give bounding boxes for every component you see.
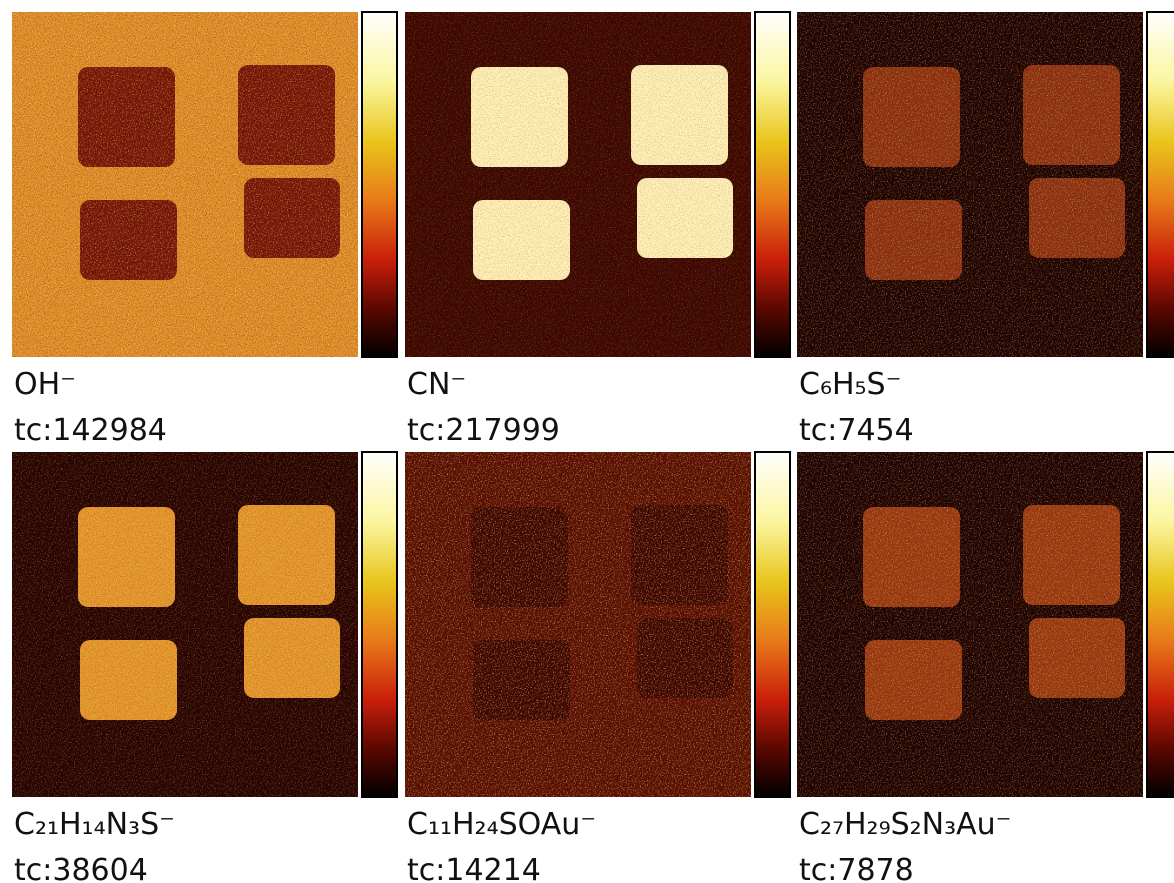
image-dark-speckle	[405, 452, 751, 797]
colorbar	[755, 452, 790, 797]
panel: C₆H₅S⁻ tc:7454	[797, 12, 1174, 448]
colorbar	[362, 452, 397, 797]
image-dark-speckle	[797, 12, 1143, 357]
total-counts: tc:217999	[407, 413, 560, 448]
panel-label: C₁₁H₂₄SOAu⁻	[407, 807, 596, 842]
colorbar	[755, 12, 790, 357]
total-counts: tc:142984	[14, 413, 167, 448]
colorbar	[1147, 12, 1174, 357]
image-dark-speckle	[405, 12, 751, 357]
image-dark-speckle	[12, 452, 358, 797]
panel-label: C₂₇H₂₉S₂N₃Au⁻	[799, 807, 1012, 842]
total-counts: tc:38604	[14, 853, 148, 883]
image-dark-speckle	[797, 452, 1143, 797]
page: OH⁻ tc:142984 CN⁻ tc:217999 C₆H₅S⁻ tc:7454 C₂₁…	[0, 0, 1174, 883]
panel-label: C₆H₅S⁻	[799, 367, 901, 402]
panel: OH⁻ tc:142984	[12, 12, 397, 448]
panel: C₂₇H₂₉S₂N₃Au⁻ tc:7878	[797, 452, 1174, 883]
panel: C₂₁H₁₄N₃S⁻ tc:38604	[12, 452, 397, 883]
colorbar	[1147, 452, 1174, 797]
image-dark-speckle	[12, 12, 358, 357]
colorbar	[362, 12, 397, 357]
figure: OH⁻ tc:142984 CN⁻ tc:217999 C₆H₅S⁻ tc:7454 C₂₁…	[0, 0, 1174, 883]
total-counts: tc:14214	[407, 853, 541, 883]
total-counts: tc:7454	[799, 413, 914, 448]
panel: CN⁻ tc:217999	[405, 12, 790, 448]
panel-label: C₂₁H₁₄N₃S⁻	[14, 807, 175, 842]
panel: C₁₁H₂₄SOAu⁻ tc:14214	[405, 452, 790, 883]
panel-label: CN⁻	[407, 367, 466, 402]
panel-label: OH⁻	[14, 367, 76, 402]
total-counts: tc:7878	[799, 853, 914, 883]
